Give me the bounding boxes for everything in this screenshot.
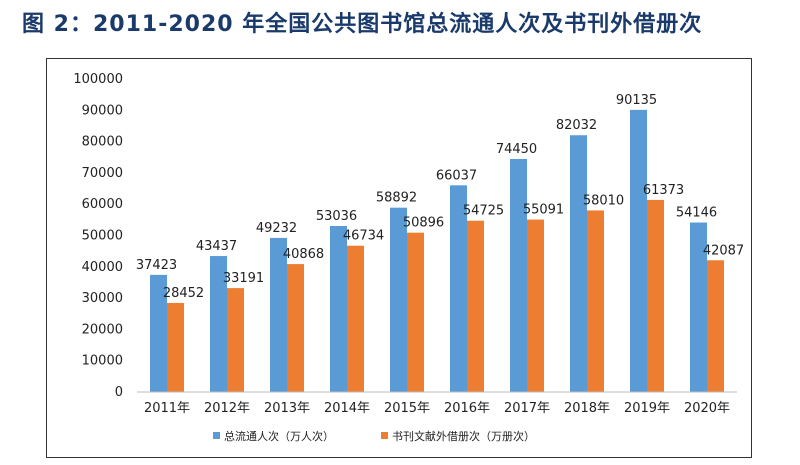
bar-book-loans <box>287 264 304 392</box>
x-tick-label: 2012年 <box>204 401 250 416</box>
bar-total-visits <box>210 256 227 392</box>
data-labels: 37423 28452 43437 33191 49232 40868 53036 46734… <box>136 93 744 301</box>
bar-total-visits <box>690 222 707 392</box>
data-label-total-visits: 74450 <box>496 142 537 157</box>
y-tick-label: 90000 <box>82 103 123 118</box>
legend-swatch <box>213 432 220 439</box>
x-tick-label: 2017年 <box>504 401 550 416</box>
x-tick-label: 2019年 <box>624 401 670 416</box>
bar-book-loans <box>467 220 484 392</box>
data-label-book-loans: 28452 <box>163 286 204 301</box>
data-label-total-visits: 90135 <box>616 93 657 108</box>
bar-book-loans <box>707 260 724 392</box>
bar-total-visits <box>630 109 647 393</box>
legend-swatch <box>381 432 388 439</box>
data-label-book-loans: 61373 <box>643 183 684 198</box>
y-tick-label: 10000 <box>82 354 123 369</box>
data-label-book-loans: 42087 <box>703 243 744 258</box>
page-title: 图 2：2011-2020 年全国公共图书馆总流通人次及书刊外借册次 <box>22 12 703 37</box>
data-label-total-visits: 82032 <box>556 118 597 133</box>
data-label-book-loans: 58010 <box>583 193 624 208</box>
x-tick-label: 2013年 <box>264 401 310 416</box>
data-label-total-visits: 54146 <box>676 206 717 221</box>
x-tick-label: 2014年 <box>324 401 370 416</box>
data-label-book-loans: 50896 <box>403 216 444 231</box>
data-label-book-loans: 33191 <box>223 271 264 286</box>
bar-total-visits <box>390 207 407 392</box>
y-tick-label: 70000 <box>82 166 123 181</box>
y-tick-label: 30000 <box>82 291 123 306</box>
legend-label: 总流通人次（万人次） <box>224 429 334 443</box>
bar-total-visits <box>330 225 347 392</box>
bar-total-visits <box>450 185 467 392</box>
y-tick-label: 40000 <box>82 260 123 275</box>
legend: 总流通人次（万人次） 书刊文献外借册次（万册次） <box>213 429 535 443</box>
y-tick-label: 60000 <box>82 197 123 212</box>
y-tick-label: 100000 <box>73 72 123 87</box>
bar-book-loans <box>407 232 424 392</box>
data-label-total-visits: 53036 <box>316 209 357 224</box>
x-tick-label: 2018年 <box>564 401 610 416</box>
data-label-book-loans: 54725 <box>463 204 504 219</box>
bar-total-visits <box>510 158 527 392</box>
bar-total-visits <box>150 274 167 392</box>
y-axis-ticks: 0 10000 20000 30000 40000 50000 60000 70000 8000… <box>73 72 123 400</box>
bars <box>150 109 724 393</box>
data-label-total-visits: 43437 <box>196 239 237 254</box>
data-label-book-loans: 46734 <box>343 229 384 244</box>
chart-frame: 0 10000 20000 30000 40000 50000 60000 70000 8000… <box>46 58 752 458</box>
x-tick-label: 2011年 <box>144 401 190 416</box>
data-label-total-visits: 58892 <box>376 191 417 206</box>
x-tick-label: 2016年 <box>444 401 490 416</box>
data-label-book-loans: 55091 <box>523 203 564 218</box>
data-label-total-visits: 49232 <box>256 221 297 236</box>
y-tick-label: 20000 <box>82 322 123 337</box>
bar-book-loans <box>647 199 664 392</box>
y-tick-label: 50000 <box>82 229 123 244</box>
x-tick-label: 2015年 <box>384 401 430 416</box>
x-tick-label: 2020年 <box>684 401 730 416</box>
bar-book-loans <box>227 288 244 392</box>
bar-book-loans <box>587 210 604 392</box>
bar-book-loans <box>527 219 544 392</box>
legend-label: 书刊文献外借册次（万册次） <box>392 429 535 443</box>
chart: 0 10000 20000 30000 40000 50000 60000 70000 8000… <box>73 72 744 443</box>
y-tick-label: 80000 <box>82 135 123 150</box>
data-label-total-visits: 37423 <box>136 258 177 273</box>
x-axis-ticks: 2011年 2012年 2013年 2014年 2015年 2016年 2017年 2018年… <box>144 401 730 416</box>
data-label-book-loans: 40868 <box>283 247 324 262</box>
bar-book-loans <box>167 302 184 392</box>
y-tick-label: 0 <box>115 385 123 400</box>
bar-book-loans <box>347 245 364 392</box>
bar-total-visits <box>270 237 287 392</box>
bar-total-visits <box>570 135 587 392</box>
data-label-total-visits: 66037 <box>436 168 477 183</box>
